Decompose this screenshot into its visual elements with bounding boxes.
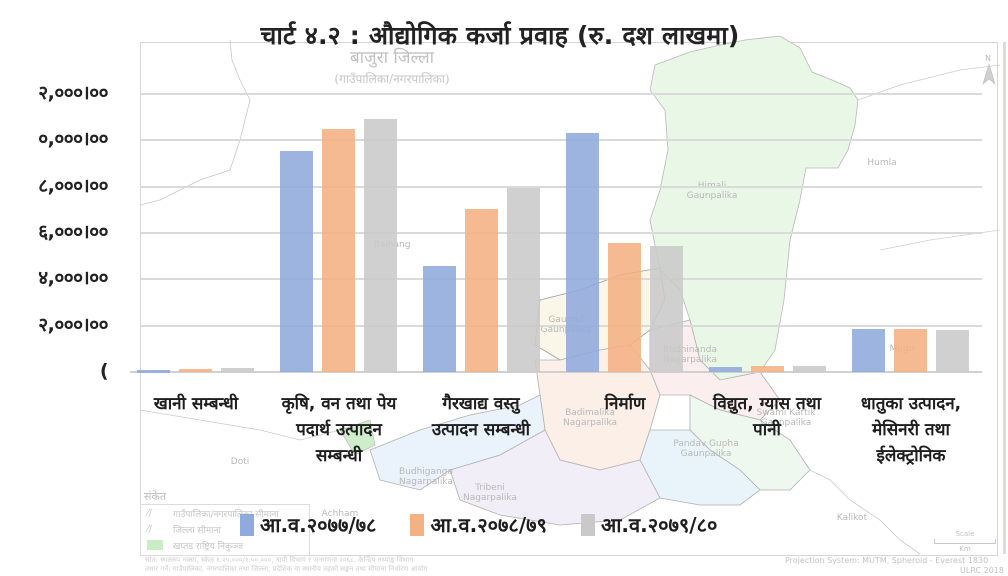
legend-label: आ.व.२०७९/८० [600,513,718,537]
map-place-label: Kalikot [836,513,868,523]
x-axis-baseline [130,371,982,373]
legend-swatch-icon [240,513,254,536]
y-tick-label: ८,०००।०० [38,174,108,197]
map-place-label: Badimalika Nagarpalika [563,408,617,428]
district-line-icon: ⁄∕ [147,523,153,535]
category-label: कृषि, वन तथा पेय पदार्थ उत्पादन सम्बन्धी [281,394,397,466]
bar [179,369,212,373]
chart-legend: आ.व.२०७७/७८ आ.व.२०७८/७९ आ.व.२०७९/८० [240,511,751,538]
svg-text:N: N [985,54,991,63]
bar [423,265,456,372]
bar [364,118,397,372]
bar [608,242,641,372]
map-frame [140,42,998,556]
gridline [140,278,982,281]
map-place-label: Pandav Gupha Gaunpalika [673,439,739,459]
category-label: धातुका उत्पादन, मेसिनरी तथा ईलेक्ट्रोनिक [860,394,962,466]
gridline [140,185,982,188]
projection-text: Projection System: MUTM, Spheroid - Ever… [785,556,989,565]
credit-text: ULRC 2018 [960,566,1004,575]
y-tick-label: ०,०००।०० [38,128,108,151]
bar [709,366,742,372]
legend-label: आ.व.२०७७/७८ [260,513,377,537]
bar [507,187,540,372]
bar [751,365,784,372]
boundary-line-icon: ⁄∕ [147,507,153,519]
map-place-label: GaumulGaunpalika [516,315,616,335]
map-place-label: Budhiganga Nagarpalika [399,467,453,487]
bar [894,328,927,372]
y-tick-label: २,०००।०० [38,313,108,336]
legend-item: आ.व.२०७८/७९ [410,511,547,538]
map-place-label: Budhinanda Nagarpalika [663,345,717,365]
map-place-label: HimaliGaunpalika [686,181,738,201]
y-tick-label: ( [99,360,109,382]
north-arrow-icon: N [982,54,996,85]
bar [936,329,969,372]
map-legend-row: ⁄∕ गाउँपालिका/नगरपालिका सीमाना [147,507,279,520]
bar [793,366,826,372]
map-place-label: Tribeni Nagarpalika [463,483,517,503]
map-right-edge [1003,42,1006,554]
map-title: बाजुरा जिल्ला [349,48,435,68]
legend-swatch-icon [410,513,425,536]
map-place-label: Doti [230,457,250,467]
map-legend-heading: संकेत [144,490,167,503]
y-tick-label: ६,०००।०० [38,221,108,243]
map-place-label: Humla [867,158,897,168]
bar [322,128,355,372]
category-label: गैरखाद्य वस्तु उत्पादन सम्बन्धी [431,394,531,440]
map-place-label: Swami Kartik Gaunpalika [756,408,816,428]
legend-label: आ.व.२०७८/७९ [430,513,547,537]
category-label: विद्युत, ग्यास तथा पानी [712,394,822,440]
category-label: खानी सम्बन्धी [153,394,239,414]
bar [221,368,254,372]
gridline [140,324,982,327]
map-legend: ⁄∕ गाउँपालिका/नगरपालिका सीमाना ⁄∕ जिल्ला… [140,504,310,556]
bar [137,369,170,373]
scale-bar: Scale Km [930,530,1000,553]
chart-title: चार्ट ४.२ : औद्योगिक कर्जा प्रवाह (रु. द… [260,21,740,50]
legend-item: आ.व.२०७९/८० [580,511,718,538]
map-source-text: स्रोत: स्थलरुप नक्सा, स्केल १:२५,०००/१:५… [145,556,428,573]
bar [852,328,885,372]
bar [465,208,498,372]
gridline [140,232,982,234]
bar [650,245,683,372]
bar [280,151,313,372]
legend-item: आ.व.२०७७/७८ [240,511,376,538]
map-legend-row: ⁄∕ जिल्ला सीमाना [147,523,221,536]
map-legend-row: खप्तड राष्ट्रिय निकुञ्ज [141,537,309,553]
map-subtitle: (गाउँपालिका/नगरपालिका) [334,72,450,86]
map-place-label: Achham [321,509,359,519]
legend-swatch-icon [580,513,595,536]
bar [566,132,599,372]
category-label: निर्माण [604,394,646,414]
y-tick-label: २,०००।०० [38,82,108,104]
park-swatch-icon [147,540,163,550]
gridline [140,93,982,95]
gridline [140,139,982,142]
y-tick-label: ४,०००।०० [38,267,108,290]
